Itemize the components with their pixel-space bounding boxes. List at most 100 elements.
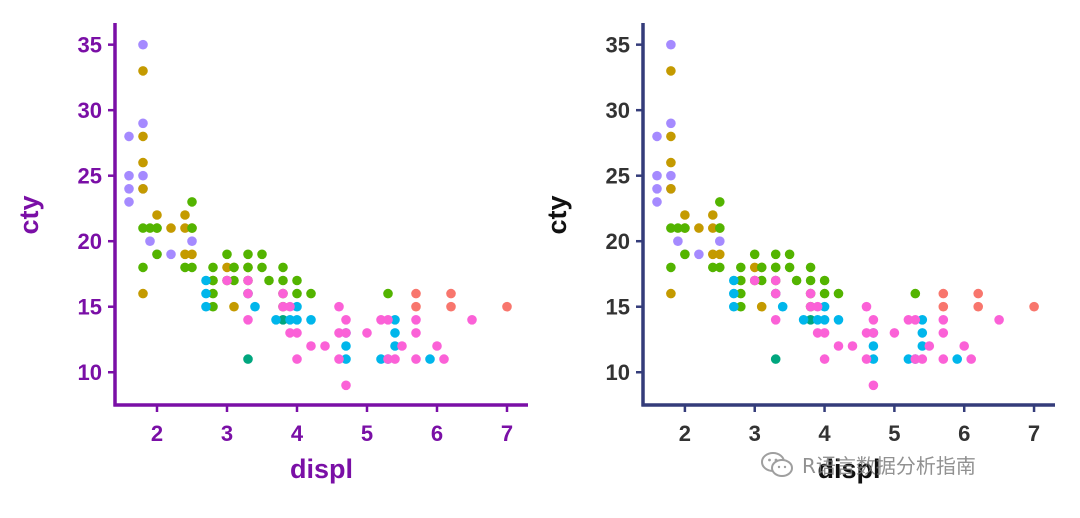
y-tick-label: 35 (606, 33, 630, 58)
x-tick-label: 7 (501, 421, 513, 446)
data-point (903, 354, 914, 364)
y-tick-label: 20 (606, 229, 630, 254)
data-point (715, 236, 725, 246)
data-point (180, 262, 190, 273)
x-tick-label: 5 (361, 421, 373, 446)
data-point (715, 249, 725, 260)
data-point (861, 328, 872, 338)
data-point (397, 341, 407, 351)
data-point (819, 354, 830, 364)
data-point (680, 249, 690, 260)
data-point (994, 315, 1004, 325)
data-point (411, 288, 421, 299)
data-point (208, 301, 218, 312)
chart-panel-1: 10 15 20 25 30 35 2 3 4 5 6 7 displ cty (14, 23, 528, 484)
data-point (341, 328, 351, 338)
data-point (736, 301, 746, 312)
data-point (187, 197, 197, 207)
data-point (917, 341, 928, 351)
data-point (124, 197, 134, 207)
data-point (666, 288, 676, 299)
data-point (390, 341, 400, 351)
data-point (390, 328, 400, 338)
data-point (868, 354, 879, 364)
data-point (187, 262, 197, 273)
data-point (222, 249, 232, 260)
data-point (278, 262, 288, 273)
data-point (833, 341, 844, 351)
x-tick-label: 6 (431, 421, 443, 446)
data-point (180, 223, 190, 233)
data-point (138, 262, 148, 273)
data-point (729, 275, 739, 286)
data-point (292, 315, 302, 325)
data-point (910, 315, 921, 325)
data-point (966, 354, 976, 364)
data-point (791, 275, 802, 286)
data-point (819, 275, 830, 286)
data-point (383, 315, 393, 325)
data-point (243, 354, 253, 364)
data-point (666, 262, 676, 273)
data-point (736, 275, 746, 286)
data-point (285, 328, 295, 338)
y-tick-label: 15 (606, 295, 630, 320)
data-point (376, 315, 386, 325)
data-point (201, 288, 211, 299)
data-point (243, 262, 253, 273)
data-point (917, 328, 928, 338)
y-tick-label: 35 (78, 33, 102, 58)
data-point (138, 66, 148, 76)
x-axis-title: displ (290, 454, 353, 484)
data-point (666, 39, 676, 50)
data-point (708, 210, 718, 220)
y-tick-label: 20 (78, 229, 102, 254)
data-point (784, 262, 795, 273)
data-point (889, 328, 900, 338)
data-point (166, 249, 176, 260)
data-point (187, 236, 197, 246)
watermark: R语言数据分析指南 (760, 450, 976, 479)
x-axis-title: displ (817, 454, 880, 484)
data-point (959, 341, 969, 351)
data-point (432, 341, 442, 351)
data-point (736, 262, 746, 273)
wechat-icon (761, 451, 793, 477)
data-point (152, 249, 162, 260)
data-point (180, 249, 190, 260)
data-point (749, 262, 760, 273)
data-point (138, 157, 148, 168)
data-point (973, 301, 983, 312)
data-point (208, 275, 218, 286)
data-point (694, 223, 704, 233)
data-point (833, 288, 844, 299)
data-point (729, 301, 739, 312)
x-tick-label: 5 (888, 421, 900, 446)
data-point (812, 301, 823, 312)
data-point (833, 315, 844, 325)
data-point (868, 328, 879, 338)
data-point (467, 315, 477, 325)
data-point (770, 288, 781, 299)
data-point (715, 197, 725, 207)
data-point (411, 315, 421, 325)
data-point (819, 301, 830, 312)
data-point (938, 328, 949, 338)
data-point (138, 223, 148, 233)
data-point (278, 301, 288, 312)
y-tick-label: 30 (606, 98, 630, 123)
data-point (278, 315, 288, 325)
data-point (257, 262, 267, 273)
data-point (673, 223, 683, 233)
data-point (680, 223, 690, 233)
x-tick-label: 4 (291, 421, 304, 446)
data-point (868, 380, 879, 391)
data-point (715, 223, 725, 233)
data-point (938, 315, 949, 325)
data-point (201, 275, 211, 286)
data-point (715, 262, 725, 273)
data-point (910, 354, 921, 364)
data-point (708, 262, 718, 273)
watermark-text: R语言数据分析指南 (802, 454, 976, 478)
